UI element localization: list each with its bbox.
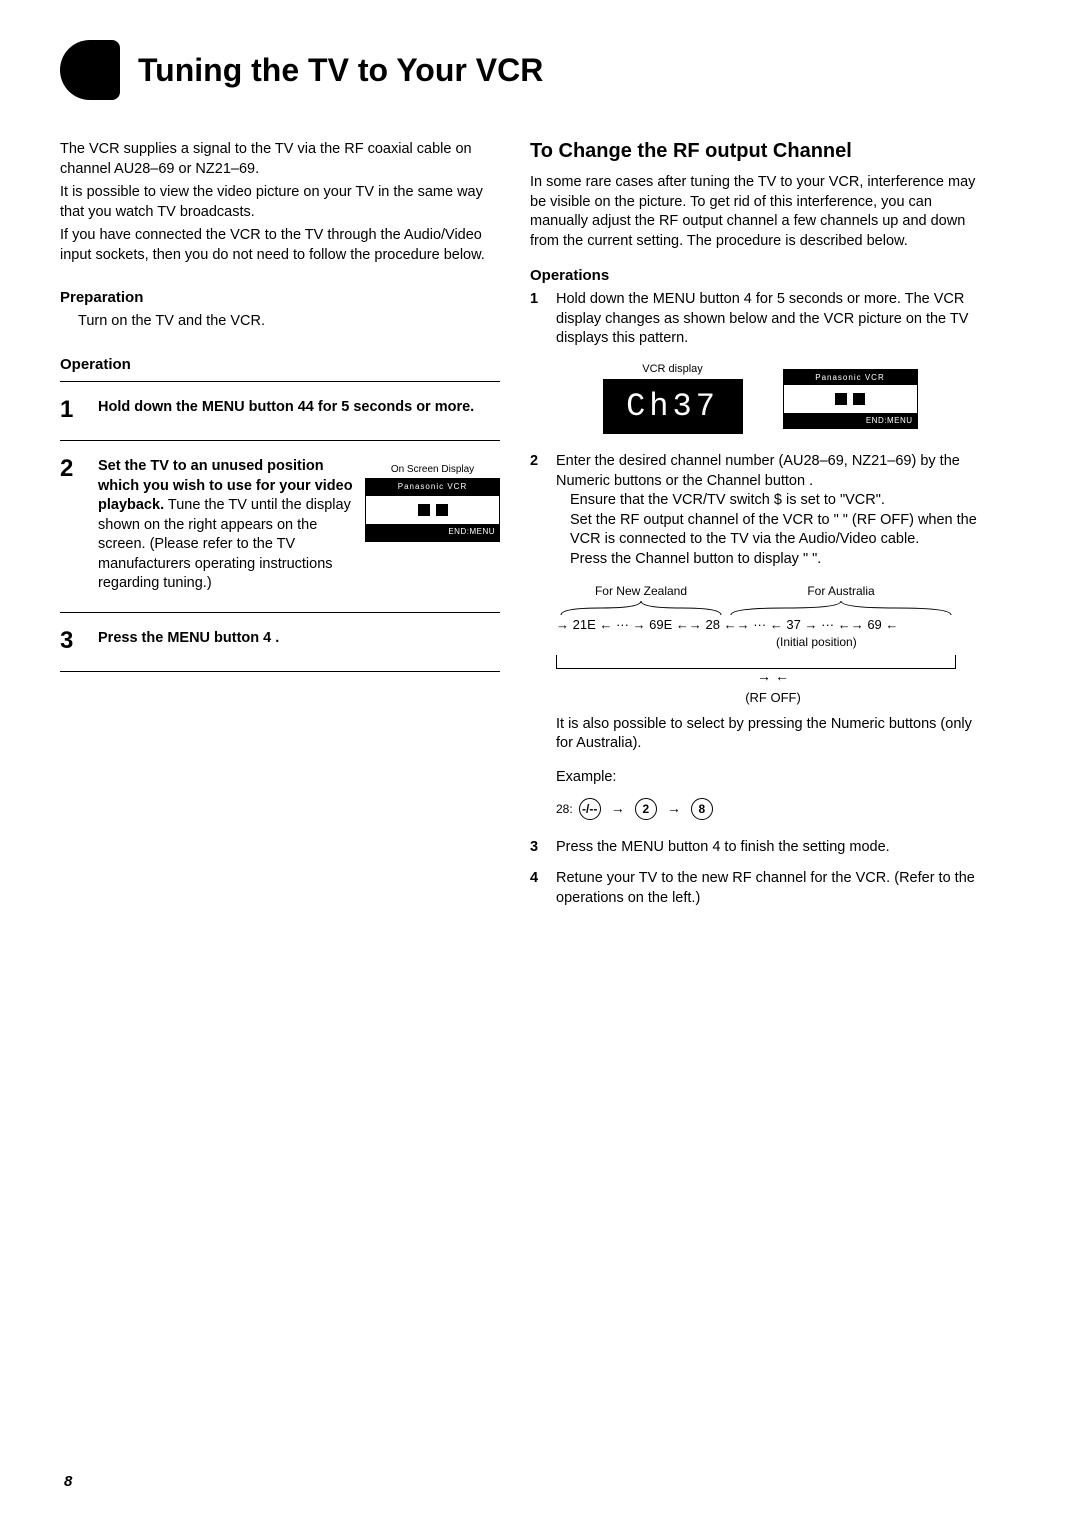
channel-sequence: → 21E ← ··· → 69E ←→ 28 ←→ ··· ← 37 → ··… — [556, 616, 990, 634]
osd-diagram-2: Panasonic VCR END:MENU — [783, 369, 918, 429]
vcr-display-block: VCR display Ch37 — [603, 363, 743, 434]
page-title: Tuning the TV to Your VCR — [138, 52, 543, 89]
rfoff-arrows-icon: →← — [556, 667, 990, 687]
display-pair: VCR display Ch37 Panasonic VCR END:MENU — [530, 363, 990, 434]
op-1-text: Hold down the MENU button 4 for 5 second… — [556, 290, 990, 349]
osd-pattern — [366, 496, 499, 524]
op2-note: It is also possible to select by pressin… — [556, 715, 990, 754]
divider — [60, 612, 500, 613]
page-header: Tuning the TV to Your VCR — [60, 40, 1020, 100]
step-1: 1 Hold down the MENU button 44 for 5 sec… — [60, 390, 500, 432]
example-row: 28: -/-- → 2 → 8 — [556, 798, 990, 820]
op2-line-d: Press the Channel button to display " ". — [570, 550, 990, 570]
osd2-pattern — [784, 385, 917, 413]
divider — [60, 671, 500, 672]
key-button: 2 — [635, 798, 657, 820]
content-columns: The VCR supplies a signal to the TV via … — [60, 140, 1020, 908]
divider — [60, 381, 500, 382]
step-2: 2 Set the TV to an unused position which… — [60, 449, 500, 604]
step-3: 3 Press the MENU button 4 . — [60, 621, 500, 663]
op2-line-a: Enter the desired channel number (AU28–6… — [556, 452, 990, 491]
rf-intro: In some rare cases after tuning the TV t… — [530, 173, 990, 251]
example-label: Example: — [556, 768, 990, 788]
op-num: 3 — [530, 838, 546, 858]
preparation-text: Turn on the TV and the VCR. — [78, 312, 500, 332]
step-number: 1 — [60, 398, 84, 422]
right-column: To Change the RF output Channel In some … — [530, 140, 990, 908]
channel-diagram: For New Zealand For Australia → 21E ← ··… — [556, 583, 990, 707]
intro-p3: If you have connected the VCR to the TV … — [60, 226, 500, 265]
op-num: 4 — [530, 869, 546, 908]
key-button: -/-- — [579, 798, 601, 820]
osd2-top: Panasonic VCR — [784, 370, 917, 385]
op-num: 1 — [530, 290, 546, 349]
vcr-display-value: Ch37 — [603, 379, 743, 434]
operations-label: Operations — [530, 267, 990, 284]
arrow-icon: → — [667, 800, 681, 816]
arrow-icon: → — [611, 800, 625, 816]
osd-bottom-text: END:MENU — [366, 524, 499, 541]
header-bullet-icon — [60, 40, 120, 100]
brace-icon — [556, 600, 726, 616]
op-num: 2 — [530, 452, 546, 569]
op2-line-b: Ensure that the VCR/TV switch $ is set t… — [570, 491, 990, 511]
op4-text: Retune your TV to the new RF channel for… — [556, 869, 990, 908]
intro-p2: It is possible to view the video picture… — [60, 183, 500, 222]
region-nz: For New Zealand — [556, 583, 726, 600]
step-number: 2 — [60, 457, 84, 594]
step-1-text: Hold down the MENU button 44 for 5 secon… — [98, 399, 474, 415]
osd-label: On Screen Display — [365, 463, 500, 477]
op-item-4: 4 Retune your TV to the new RF channel f… — [530, 869, 990, 908]
op2-line-c: Set the RF output channel of the VCR to … — [570, 511, 990, 550]
vcr-display-label: VCR display — [603, 363, 743, 375]
rfoff-label: (RF OFF) — [556, 689, 990, 707]
key-button: 8 — [691, 798, 713, 820]
osd-top-text: Panasonic VCR — [366, 479, 499, 496]
operation-label: Operation — [60, 356, 500, 373]
osd2-bottom: END:MENU — [784, 413, 917, 428]
osd-diagram: On Screen Display Panasonic VCR END:MENU — [365, 463, 500, 542]
initial-position-label: (Initial position) — [776, 634, 990, 651]
preparation-label: Preparation — [60, 289, 500, 306]
step-number: 3 — [60, 629, 84, 653]
page-number: 8 — [64, 1473, 72, 1490]
example-prefix: 28: — [556, 802, 573, 816]
intro-p1: The VCR supplies a signal to the TV via … — [60, 140, 500, 179]
rf-heading: To Change the RF output Channel — [530, 140, 990, 163]
divider — [60, 440, 500, 441]
region-au: For Australia — [726, 583, 956, 600]
op3-text: Press the MENU button 4 to finish the se… — [556, 838, 990, 858]
op-item-3: 3 Press the MENU button 4 to finish the … — [530, 838, 990, 858]
step-3-text: Press the MENU button 4 . — [98, 630, 279, 646]
left-column: The VCR supplies a signal to the TV via … — [60, 140, 500, 908]
op-item-2: 2 Enter the desired channel number (AU28… — [530, 452, 990, 569]
op-item-1: 1 Hold down the MENU button 4 for 5 seco… — [530, 290, 990, 349]
brace-icon — [726, 600, 956, 616]
